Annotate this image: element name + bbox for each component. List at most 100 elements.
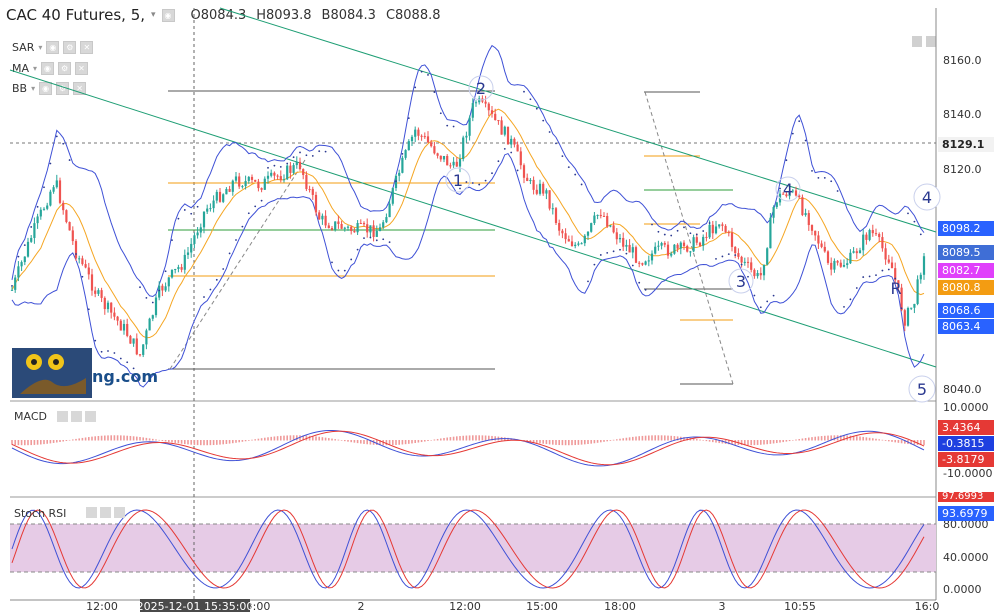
- macd-bar: [696, 439, 698, 441]
- stoch-band-fill: [10, 524, 936, 572]
- sar-dot: [414, 86, 417, 89]
- eye-icon[interactable]: [86, 507, 97, 518]
- wave-label-1[interactable]: 1: [453, 171, 463, 190]
- channel-upper-line[interactable]: [219, 7, 937, 233]
- price-tick: 8120.0: [943, 163, 982, 176]
- candle: [302, 168, 305, 180]
- stoch-badge-k: 97.6993: [938, 492, 994, 502]
- symbol-title[interactable]: CAC 40 Futures, 5,: [6, 6, 145, 24]
- candle: [727, 230, 730, 237]
- chevron-down-icon[interactable]: ▾: [31, 84, 36, 93]
- wave-label-2[interactable]: 2: [476, 79, 486, 98]
- price-badge-ma: 8080.8: [938, 280, 994, 295]
- candle: [897, 280, 900, 292]
- macd-bar: [187, 440, 189, 445]
- price-axis[interactable]: 8160.0 8140.0 8120.0 8040.0: [943, 54, 982, 396]
- candle: [42, 207, 46, 211]
- sar-dot: [593, 263, 596, 266]
- candle: [602, 212, 606, 217]
- chevron-down-icon[interactable]: ▾: [151, 10, 156, 20]
- wave-label-3[interactable]: 3: [736, 272, 746, 291]
- trend-dashed-line[interactable]: [644, 91, 734, 385]
- wave-label-5-target[interactable]: 5: [917, 380, 927, 399]
- drawing-horizontal-levels[interactable]: [168, 90, 734, 385]
- candle: [231, 179, 234, 196]
- time-tick: 2: [358, 600, 365, 612]
- elliott-wave-labels[interactable]: 1 2 3 4 R 4 5: [445, 75, 941, 403]
- sar-dot: [843, 305, 845, 308]
- maximize-icon[interactable]: [926, 36, 936, 47]
- eye-icon[interactable]: ◉: [39, 82, 53, 95]
- candle: [743, 257, 746, 266]
- macd-bar: [616, 439, 618, 441]
- candle: [407, 139, 410, 151]
- candle: [116, 315, 119, 326]
- candle: [730, 227, 734, 252]
- macd-bar: [571, 440, 573, 446]
- sar-dot: [209, 288, 212, 291]
- close-icon[interactable]: [114, 507, 125, 518]
- macd-bar: [443, 437, 445, 441]
- time-axis[interactable]: 12:00 8:00 2 12:00 15:00 18:00 3 10:55 1…: [86, 599, 939, 612]
- indicator-sar[interactable]: SAR ▾ ◉ ⚙ ✕: [12, 41, 94, 54]
- candle: [436, 152, 439, 159]
- candle: [14, 274, 17, 293]
- sar-dot: [836, 190, 839, 192]
- gear-icon[interactable]: ⚙: [63, 41, 77, 54]
- candle: [330, 225, 334, 231]
- sar-dot: [612, 250, 615, 253]
- trend-dashed-line[interactable]: [169, 159, 306, 370]
- price-badge-lower: 8068.6: [938, 303, 994, 318]
- stoch-label[interactable]: Stoch RSI: [14, 507, 66, 520]
- eye-icon[interactable]: ◉: [161, 8, 175, 22]
- sar-dot: [100, 350, 103, 353]
- chevron-down-icon[interactable]: ▾: [38, 43, 43, 52]
- gear-icon[interactable]: ⚙: [58, 62, 72, 75]
- eye-icon[interactable]: ◉: [41, 62, 55, 75]
- macd-bar: [753, 440, 756, 446]
- close-icon[interactable]: ✕: [80, 41, 94, 54]
- macd-bar: [792, 440, 794, 441]
- sar-dot: [606, 251, 609, 254]
- indicator-ma[interactable]: MA ▾ ◉ ⚙ ✕: [12, 62, 89, 75]
- candle: [55, 174, 58, 189]
- close-icon[interactable]: ✕: [75, 62, 89, 75]
- sar-dot: [772, 294, 775, 297]
- candle: [39, 207, 42, 220]
- candle: [609, 224, 612, 228]
- candle: [705, 232, 708, 242]
- eye-icon[interactable]: ◉: [46, 41, 60, 54]
- macd-bar: [164, 440, 167, 442]
- macd-bar: [148, 438, 151, 441]
- candle: [449, 162, 452, 169]
- gear-icon[interactable]: [100, 507, 111, 518]
- candle: [174, 268, 177, 274]
- sar-dot: [548, 131, 551, 133]
- close-icon[interactable]: [85, 411, 96, 422]
- sar-dot: [401, 152, 404, 155]
- wave-label-4-target[interactable]: 4: [922, 188, 932, 207]
- macd-label[interactable]: MACD: [14, 410, 47, 423]
- macd-bar: [625, 437, 628, 441]
- candle: [388, 199, 391, 218]
- collapse-icon[interactable]: [912, 36, 922, 47]
- candle: [906, 306, 910, 327]
- candle: [241, 185, 244, 189]
- wave-label-4[interactable]: 4: [783, 180, 793, 199]
- high-value: H8093.8: [256, 7, 312, 23]
- channel-lower-line[interactable]: [9, 69, 937, 368]
- eye-icon[interactable]: [57, 411, 68, 422]
- macd-bar: [641, 435, 644, 441]
- macd-bar: [830, 435, 832, 441]
- candle: [737, 248, 740, 260]
- macd-bar: [532, 440, 535, 443]
- macd-bar: [619, 438, 621, 441]
- candle: [439, 155, 442, 162]
- gear-icon[interactable]: [71, 411, 82, 422]
- candle: [126, 318, 129, 338]
- candle: [202, 211, 206, 234]
- candle: [766, 247, 769, 266]
- chevron-down-icon[interactable]: ▾: [33, 64, 38, 73]
- wave-label-r[interactable]: R: [890, 279, 901, 298]
